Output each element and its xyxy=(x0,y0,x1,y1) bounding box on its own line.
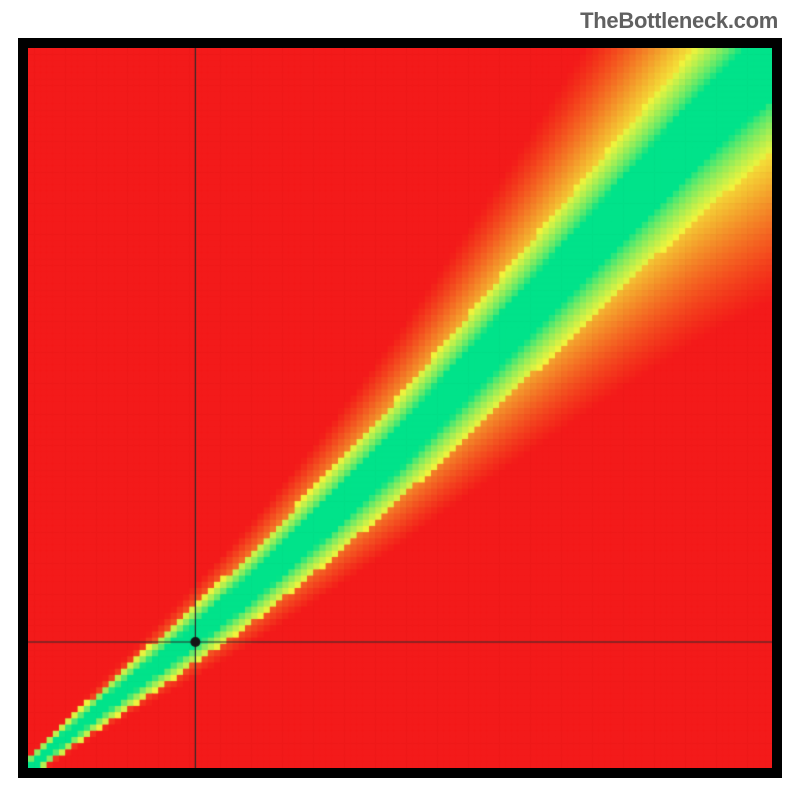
heatmap-canvas xyxy=(28,48,772,768)
attribution-label: TheBottleneck.com xyxy=(580,8,778,34)
chart-container: TheBottleneck.com xyxy=(0,0,800,800)
heatmap-plot xyxy=(28,48,772,768)
plot-frame xyxy=(18,38,782,778)
